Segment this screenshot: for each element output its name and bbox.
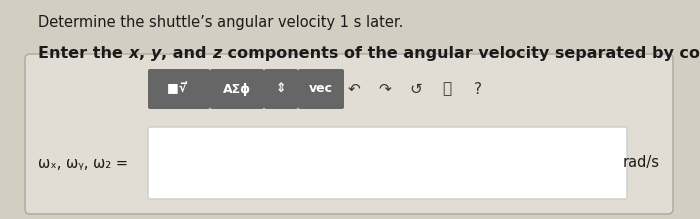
Text: ↶: ↶ [348,81,360,97]
Text: ⌸: ⌸ [442,81,452,97]
FancyBboxPatch shape [264,69,298,109]
Text: rad/s: rad/s [623,155,660,171]
Text: AΣϕ: AΣϕ [223,83,251,95]
Text: ■√̅: ■√̅ [167,83,191,95]
Text: vec: vec [309,83,333,95]
Text: Enter the: Enter the [38,46,129,61]
FancyBboxPatch shape [298,69,344,109]
Text: ?: ? [474,81,482,97]
Text: ↷: ↷ [379,81,391,97]
Text: y: y [150,46,161,61]
FancyBboxPatch shape [25,54,673,214]
Text: ↺: ↺ [410,81,422,97]
Text: , and: , and [161,46,212,61]
Text: ωₓ, ωᵧ, ω₂ =: ωₓ, ωᵧ, ω₂ = [38,155,128,171]
Text: ,: , [139,46,150,61]
FancyBboxPatch shape [148,69,210,109]
Text: ⇕: ⇕ [276,83,286,95]
Text: z: z [212,46,221,61]
FancyBboxPatch shape [210,69,264,109]
Text: x: x [129,46,139,61]
Text: Determine the shuttle’s angular velocity 1 s later.: Determine the shuttle’s angular velocity… [38,15,403,30]
Text: components of the angular velocity separated by commas.: components of the angular velocity separ… [221,46,700,61]
FancyBboxPatch shape [148,127,627,199]
